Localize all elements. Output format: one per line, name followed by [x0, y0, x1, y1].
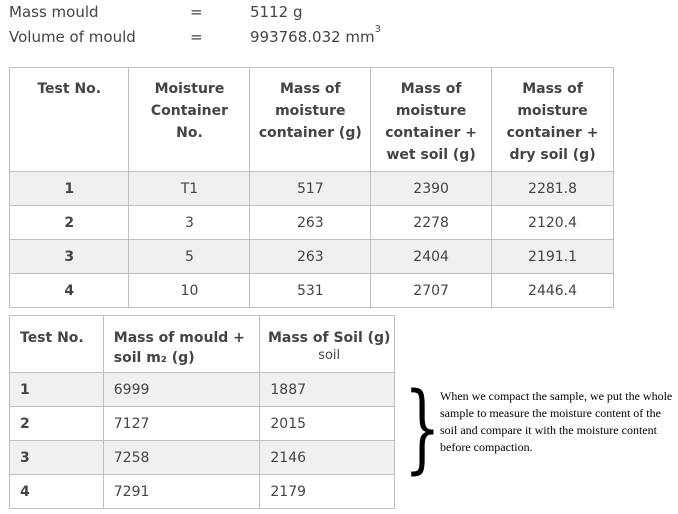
table-header-row: Test No. Mass of mould + soil m₂ (g) Mas…	[9, 315, 395, 373]
cell-dry-soil-mass: 2281.8	[491, 171, 614, 206]
cell-wet-soil-mass: 2390	[370, 171, 493, 206]
soil-mass-table: Test No. Mass of mould + soil m₂ (g) Mas…	[9, 315, 395, 509]
col-header-mould-soil-mass: Mass of mould + soil m₂ (g)	[102, 315, 261, 373]
cell-test-no: 3	[9, 440, 104, 475]
volume-mould-number: 993768.032 mm	[250, 28, 375, 46]
cell-test-no: 2	[8, 205, 130, 240]
cell-container-mass: 263	[249, 205, 372, 240]
cell-test-no: 1	[8, 171, 130, 206]
mass-mould-value: 5112 g	[250, 3, 303, 21]
table-row: 4 10 531 2707 2446.4	[8, 273, 614, 308]
volume-mould-value: 993768.032 mm3	[250, 24, 381, 46]
volume-mould-exponent: 3	[374, 24, 382, 35]
cell-dry-soil-mass: 2191.1	[491, 239, 614, 274]
col-header-soil-mass: Mass of Soil (g) soil	[259, 315, 395, 373]
cell-container-no: 10	[128, 273, 251, 308]
table-row: 3 5 263 2404 2191.1	[8, 239, 614, 274]
cell-dry-soil-mass: 2120.4	[491, 205, 614, 240]
col-header-container-mass: Mass of moisture container (g)	[249, 67, 372, 172]
cell-container-mass: 531	[249, 273, 372, 308]
mass-mould-label: Mass mould	[9, 3, 99, 21]
cell-soil-mass: 2179	[259, 474, 395, 509]
volume-mould-equals: =	[190, 28, 203, 46]
curly-brace: }	[404, 372, 441, 484]
cell-test-no: 1	[9, 372, 104, 407]
cell-mould-soil-mass: 7258	[102, 440, 261, 475]
cell-mould-soil-mass: 7127	[102, 406, 261, 441]
volume-mould-label: Volume of mould	[9, 28, 136, 46]
table-header-row: Test No. Moisture Container No. Mass of …	[8, 67, 614, 172]
col-header-container-no: Moisture Container No.	[128, 67, 251, 172]
table-row: 2 7127 2015	[9, 406, 395, 441]
cell-soil-mass: 2015	[259, 406, 395, 441]
cell-test-no: 4	[8, 273, 130, 308]
col-header-test-no: Test No.	[9, 315, 104, 373]
table-row: 1 6999 1887	[9, 372, 395, 407]
cell-container-mass: 263	[249, 239, 372, 274]
cell-wet-soil-mass: 2404	[370, 239, 493, 274]
col-header-test-no: Test No.	[8, 67, 130, 172]
moisture-content-table: Test No. Moisture Container No. Mass of …	[8, 67, 614, 308]
cell-test-no: 2	[9, 406, 104, 441]
table-row: 4 7291 2179	[9, 474, 395, 509]
cell-test-no: 4	[9, 474, 104, 509]
mass-mould-equals: =	[190, 3, 203, 21]
cell-wet-soil-mass: 2707	[370, 273, 493, 308]
table-row: 3 7258 2146	[9, 440, 395, 475]
cell-dry-soil-mass: 2446.4	[491, 273, 614, 308]
cell-container-no: 5	[128, 239, 251, 274]
cell-soil-mass: 1887	[259, 372, 395, 407]
cell-mould-soil-mass: 6999	[102, 372, 261, 407]
col-header-wet-soil-mass: Mass of moisture container + wet soil (g…	[370, 67, 493, 172]
cell-mould-soil-mass: 7291	[102, 474, 261, 509]
soil-mass-header-text: Mass of Soil (g)	[267, 330, 391, 346]
table-row: 1 T1 517 2390 2281.8	[8, 171, 614, 206]
col-header-dry-soil-mass: Mass of moisture container + dry soil (g…	[491, 67, 614, 172]
cell-test-no: 3	[8, 239, 130, 274]
table-row: 2 3 263 2278 2120.4	[8, 205, 614, 240]
cell-wet-soil-mass: 2278	[370, 205, 493, 240]
cell-container-mass: 517	[249, 171, 372, 206]
cell-container-no: 3	[128, 205, 251, 240]
cell-soil-mass: 2146	[259, 440, 395, 475]
compaction-note: When we compact the sample, we put the w…	[440, 389, 673, 454]
cell-container-no: T1	[128, 171, 251, 206]
soil-mass-header-subtext: soil	[318, 348, 341, 363]
